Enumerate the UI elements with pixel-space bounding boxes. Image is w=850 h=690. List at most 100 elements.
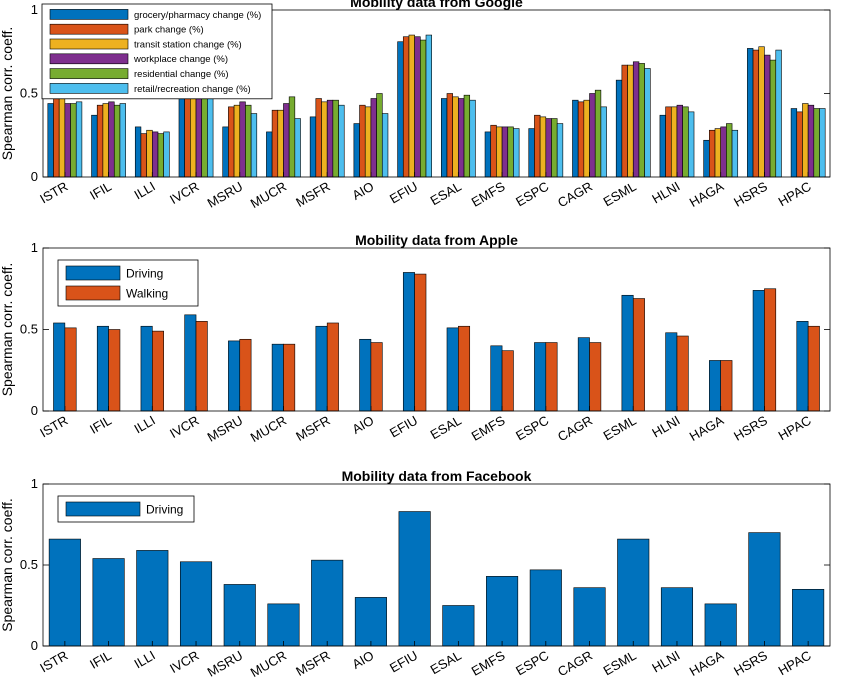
bar-aio-series-1	[354, 597, 387, 647]
bar-esml-series-4	[632, 61, 640, 178]
bar-esml-series-2	[621, 64, 628, 178]
x-tick-label-emfs: EMFS	[469, 647, 508, 678]
bar-illi-series-2	[140, 133, 147, 178]
bar-ivcr-series-1	[179, 561, 213, 647]
bar-hpac-series-1	[792, 588, 825, 647]
x-tick-label-efiu: EFIU	[387, 648, 420, 676]
legend-swatch-3	[49, 38, 129, 50]
bar-aio-series-2	[370, 342, 383, 412]
bar-hlni-series-1	[665, 332, 678, 412]
bar-espc-series-3	[539, 116, 547, 178]
legend: Driving Walking	[57, 259, 199, 307]
bar-aio-series-5	[376, 93, 383, 178]
x-tick-label-ivcr: IVCR	[167, 179, 201, 208]
bar-mucr-series-2	[271, 109, 279, 178]
bar-haga-series-1	[704, 603, 737, 647]
x-tick-label-ivcr: IVCR	[167, 413, 201, 442]
bar-msru-series-6	[250, 113, 258, 178]
y-tick-label: 0.5	[20, 322, 38, 337]
chart-panel-2: 0 0.5 1 ISTR IFIL ILLI IVCR MSRU MUCR MSFR AIO EFIU…	[0, 232, 831, 445]
x-tick-label-msfr: MSFR	[293, 179, 332, 210]
bar-hsrs-series-1	[752, 290, 765, 412]
legend-swatch-1	[65, 265, 121, 281]
bar-aio-series-4	[370, 98, 377, 178]
bar-msru-series-5	[245, 104, 252, 178]
legend-entry-3: transit station change (%)	[134, 39, 242, 50]
bar-ifil-series-4	[108, 101, 115, 178]
bar-aio-series-1	[353, 123, 360, 178]
bar-espc-series-1	[534, 342, 547, 412]
bar-emfs-series-3	[496, 126, 503, 178]
bar-mucr-series-6	[294, 118, 301, 178]
bar-emfs-series-5	[507, 126, 514, 178]
bar-esal-series-4	[458, 98, 465, 178]
bar-cagr-series-2	[589, 342, 602, 412]
bar-aio-series-1	[359, 338, 372, 412]
bar-efiu-series-4	[414, 36, 421, 178]
bar-efiu-series-1	[402, 272, 415, 412]
bar-msfr-series-5	[332, 99, 339, 178]
bar-esml-series-5	[638, 63, 645, 178]
legend-entry-2: park change (%)	[134, 25, 204, 36]
x-tick-label-istr: ISTR	[37, 413, 70, 441]
bar-msfr-series-6	[338, 104, 345, 178]
bar-haga-series-2	[709, 129, 716, 178]
chart-title: Mobility data from Facebook	[342, 468, 532, 484]
legend-entry-4: workplace change (%)	[133, 54, 228, 65]
bar-hsrs-series-3	[758, 46, 765, 178]
bar-hpac-series-6	[819, 108, 826, 178]
bar-hsrs-series-1	[747, 48, 754, 178]
bar-mucr-series-5	[288, 96, 296, 178]
x-tick-label-esal: ESAL	[428, 648, 464, 678]
bar-haga-series-5	[726, 123, 733, 178]
bar-istr-series-2	[64, 327, 77, 412]
x-tick-label-emfs: EMFS	[469, 412, 508, 443]
bar-esml-series-2	[632, 298, 645, 412]
x-tick-label-msfr: MSFR	[293, 648, 332, 679]
bar-emfs-series-1	[484, 131, 492, 178]
bar-espc-series-2	[545, 342, 558, 412]
y-axis-label: Spearman corr. coeff.	[0, 27, 15, 161]
x-tick-label-espc: ESPC	[513, 648, 551, 679]
y-tick-label: 1	[31, 2, 38, 17]
bar-espc-series-1	[529, 569, 562, 647]
x-tick-label-cagr: CAGR	[555, 648, 595, 680]
x-tick-label-espc: ESPC	[513, 413, 551, 444]
bar-msfr-series-1	[311, 559, 344, 647]
bar-mucr-series-3	[277, 109, 284, 178]
x-tick-label-hpac: HPAC	[776, 179, 814, 210]
x-tick-label-msru: MSRU	[205, 648, 246, 680]
x-tick-label-istr: ISTR	[37, 648, 70, 676]
y-tick-label: 0	[31, 638, 38, 653]
bar-esal-series-3	[452, 96, 459, 178]
bar-hlni-series-3	[670, 106, 678, 178]
bar-msfr-series-2	[315, 98, 322, 178]
bar-efiu-series-2	[414, 273, 427, 412]
bar-hpac-series-3	[802, 103, 809, 178]
x-tick-label-ifil: IFIL	[87, 413, 114, 437]
bar-ivcr-series-1	[178, 98, 185, 178]
x-tick-label-esal: ESAL	[428, 413, 464, 443]
bar-ivcr-series-5	[201, 89, 208, 178]
x-tick-label-illi: ILLI	[132, 179, 158, 203]
bar-mucr-series-1	[271, 343, 284, 412]
bar-ivcr-series-4	[195, 89, 203, 178]
bar-msru-series-1	[223, 584, 256, 647]
bar-hlni-series-4	[676, 104, 683, 178]
bar-ivcr-series-2	[195, 321, 208, 412]
x-tick-label-illi: ILLI	[132, 648, 158, 672]
bar-hlni-series-2	[676, 335, 689, 412]
bar-cagr-series-1	[577, 337, 590, 412]
bar-ivcr-series-1	[184, 314, 197, 412]
bar-ivcr-series-2	[184, 86, 191, 178]
x-tick-label-haga: HAGA	[687, 412, 727, 444]
legend-swatch-1	[49, 9, 129, 20]
x-tick-label-mucr: MUCR	[248, 648, 289, 680]
legend-entry-5: residential change (%)	[134, 69, 229, 80]
legend: grocery/pharmacy change (%) park change (…	[41, 3, 273, 100]
bar-efiu-series-6	[425, 34, 432, 178]
x-tick-label-hpac: HPAC	[776, 413, 814, 444]
bar-esal-series-6	[469, 99, 476, 178]
legend-swatch-4	[49, 53, 129, 65]
bar-ivcr-series-3	[190, 88, 197, 178]
